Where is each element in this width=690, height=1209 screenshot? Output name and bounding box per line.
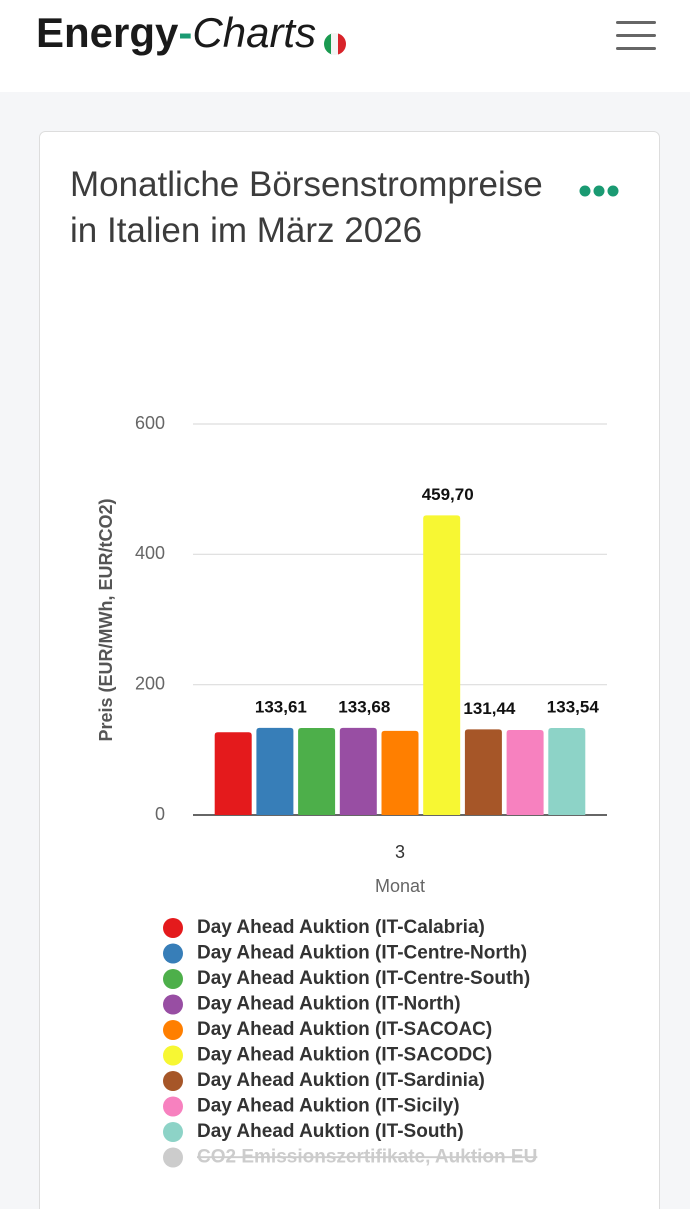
bar bbox=[506, 729, 544, 815]
bar bbox=[298, 728, 336, 815]
chart-title: Monatliche Börsenstrompreise in Italien … bbox=[70, 165, 543, 250]
legend-label[interactable]: Day Ahead Auktion (IT-Sicily) bbox=[197, 1096, 460, 1117]
y-tick-label: 600 bbox=[135, 413, 165, 433]
bar bbox=[464, 729, 502, 815]
logo-dash: - bbox=[178, 9, 192, 56]
legend-swatch[interactable] bbox=[163, 1147, 183, 1168]
logo-charts: Charts bbox=[192, 9, 316, 56]
data-label: 131,44 bbox=[463, 699, 516, 718]
y-axis-title: Preis (EUR/MWh, EUR/tCO2) bbox=[96, 498, 116, 741]
legend-swatch[interactable] bbox=[163, 1071, 183, 1091]
legend-swatch[interactable] bbox=[163, 969, 183, 989]
y-tick-label: 400 bbox=[135, 543, 165, 563]
legend-label[interactable]: Day Ahead Auktion (IT-Centre-North) bbox=[197, 943, 527, 964]
bar bbox=[381, 730, 419, 815]
legend-swatch[interactable] bbox=[163, 943, 183, 964]
options-button[interactable] bbox=[579, 185, 619, 197]
bar bbox=[339, 727, 377, 815]
y-tick-label: 200 bbox=[135, 673, 165, 693]
title-box: Monatliche Börsenstrompreise in Italien … bbox=[70, 165, 543, 250]
data-label: 133,54 bbox=[547, 697, 600, 716]
legend-swatch[interactable] bbox=[163, 1122, 183, 1142]
legend-swatch[interactable] bbox=[163, 1096, 183, 1117]
bar bbox=[256, 727, 294, 815]
legend-label[interactable]: Day Ahead Auktion (IT-SACODC) bbox=[197, 1045, 492, 1066]
legend-label[interactable]: Day Ahead Auktion (IT-North) bbox=[197, 994, 461, 1015]
bar bbox=[423, 515, 461, 815]
data-label: 133,68 bbox=[338, 697, 390, 716]
legend-swatch[interactable] bbox=[163, 994, 183, 1015]
legend-label[interactable]: Day Ahead Auktion (IT-Sardinia) bbox=[197, 1070, 485, 1091]
bar bbox=[214, 732, 252, 815]
legend-swatch[interactable] bbox=[163, 1045, 183, 1066]
legend-label[interactable]: CO2 Emissionszertifikate, Auktion EU bbox=[197, 1147, 537, 1168]
x-axis-title: Monat bbox=[375, 876, 425, 896]
legend-swatch[interactable] bbox=[163, 918, 183, 938]
logo[interactable]: Energy-Charts bbox=[36, 9, 316, 56]
y-tick-label: 0 bbox=[155, 804, 165, 824]
x-tick-label: 3 bbox=[395, 842, 405, 862]
data-label: 133,61 bbox=[255, 697, 307, 716]
legend-label[interactable]: Day Ahead Auktion (IT-Calabria) bbox=[197, 917, 485, 938]
logo-energy: Energy bbox=[36, 9, 179, 56]
bar bbox=[548, 727, 586, 815]
legend-label[interactable]: Day Ahead Auktion (IT-South) bbox=[197, 1121, 464, 1142]
card bbox=[39, 131, 660, 1209]
legend-label[interactable]: Day Ahead Auktion (IT-SACOAC) bbox=[197, 1019, 492, 1040]
data-label: 459,70 bbox=[422, 485, 474, 504]
flag bbox=[324, 33, 346, 55]
legend-label[interactable]: Day Ahead Auktion (IT-Centre-South) bbox=[197, 968, 530, 989]
legend-swatch[interactable] bbox=[163, 1020, 183, 1040]
menu-button[interactable] bbox=[616, 21, 656, 50]
